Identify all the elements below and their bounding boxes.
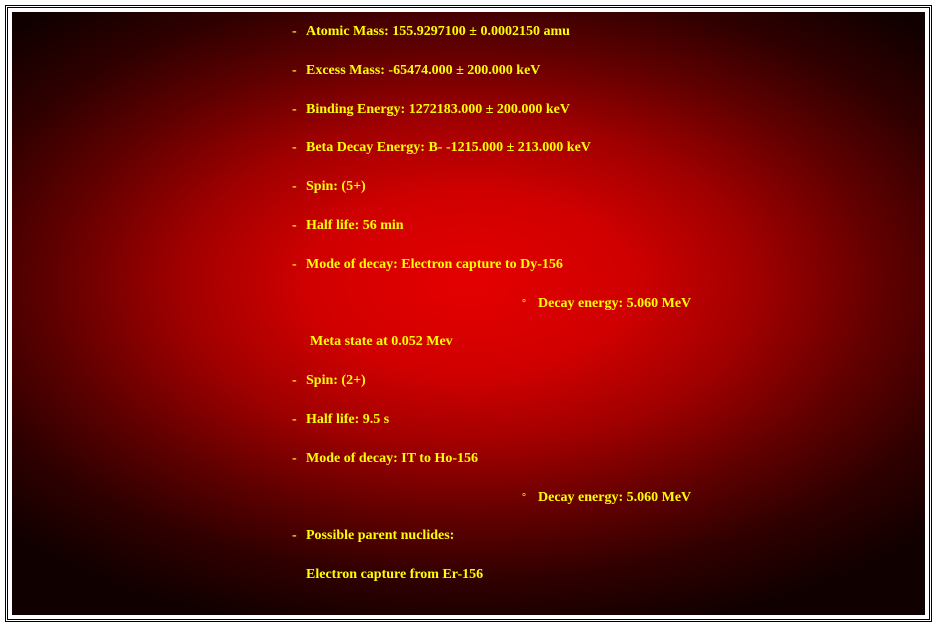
list-item-text: Atomic Mass: 155.9297100 ± 0.0002150 amu (306, 24, 925, 41)
list-item-text: Beta Decay Energy: B- -1215.000 ± 213.00… (306, 140, 925, 157)
dash-bullet: - (292, 528, 306, 545)
list-item-text: Mode of decay: IT to Ho-156 (306, 451, 925, 468)
list-item: -Spin: (5+) (292, 179, 925, 196)
dash-bullet: - (292, 257, 306, 274)
list-item: -Mode of decay: Electron capture to Dy-1… (292, 257, 925, 274)
list-item: -Half life: 56 min (292, 218, 925, 235)
dash-bullet: - (292, 179, 306, 196)
indented-text: Electron capture from Er-156 (292, 567, 925, 584)
dash-bullet: - (292, 140, 306, 157)
dash-bullet: - (292, 63, 306, 80)
page-frame: -Atomic Mass: 155.9297100 ± 0.0002150 am… (0, 0, 937, 627)
sub-list-item-text: Decay energy: 5.060 MeV (538, 490, 925, 507)
sub-list-item: °Decay energy: 5.060 MeV (292, 490, 925, 507)
list-item: -Excess Mass: -65474.000 ± 200.000 keV (292, 63, 925, 80)
dash-bullet: - (292, 24, 306, 41)
dash-bullet: - (292, 102, 306, 119)
list-item-text: Half life: 9.5 s (306, 412, 925, 429)
list-item: -Binding Energy: 1272183.000 ± 200.000 k… (292, 102, 925, 119)
list-item-text: Binding Energy: 1272183.000 ± 200.000 ke… (306, 102, 925, 119)
list-item-text: Possible parent nuclides: (306, 528, 925, 545)
indented-text: Meta state at 0.052 Mev (292, 334, 925, 351)
content-panel: -Atomic Mass: 155.9297100 ± 0.0002150 am… (12, 12, 925, 615)
sub-list-item: °Decay energy: 5.060 MeV (292, 296, 925, 313)
list-item-text: Excess Mass: -65474.000 ± 200.000 keV (306, 63, 925, 80)
list-item-text: Spin: (5+) (306, 179, 925, 196)
sub-list-item-text: Decay energy: 5.060 MeV (538, 296, 925, 313)
double-border: -Atomic Mass: 155.9297100 ± 0.0002150 am… (5, 5, 932, 622)
dash-bullet: - (292, 412, 306, 429)
list-item: -Possible parent nuclides: (292, 528, 925, 545)
list-item-text: Mode of decay: Electron capture to Dy-15… (306, 257, 925, 274)
list-item: -Spin: (2+) (292, 373, 925, 390)
list-item: -Atomic Mass: 155.9297100 ± 0.0002150 am… (292, 24, 925, 41)
list-item: -Half life: 9.5 s (292, 412, 925, 429)
dash-bullet: - (292, 218, 306, 235)
list-item: -Beta Decay Energy: B- -1215.000 ± 213.0… (292, 140, 925, 157)
dash-bullet: - (292, 451, 306, 468)
list-item-text: Spin: (2+) (306, 373, 925, 390)
dash-bullet: - (292, 373, 306, 390)
list-item-text: Half life: 56 min (306, 218, 925, 235)
degree-bullet: ° (522, 490, 538, 506)
degree-bullet: ° (522, 296, 538, 312)
list-item: -Mode of decay: IT to Ho-156 (292, 451, 925, 468)
